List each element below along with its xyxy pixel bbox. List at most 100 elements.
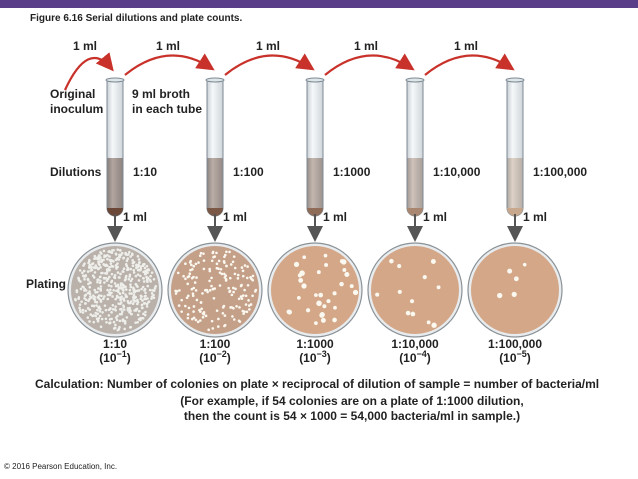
colony <box>150 295 154 298</box>
colony <box>324 262 329 267</box>
colony <box>135 266 138 270</box>
tube-rim <box>305 77 325 83</box>
colony <box>195 276 198 279</box>
colony <box>190 317 194 321</box>
colony <box>208 289 212 292</box>
colony <box>116 271 120 274</box>
colony <box>221 311 225 315</box>
colony <box>83 278 86 281</box>
colony <box>75 290 79 294</box>
colony <box>122 267 126 270</box>
colony <box>96 296 100 299</box>
colony <box>222 272 226 276</box>
colony <box>243 288 246 292</box>
colony <box>141 316 144 320</box>
colony <box>121 286 124 289</box>
colony <box>302 255 307 260</box>
power-close: ) <box>427 351 431 365</box>
colony <box>199 300 203 304</box>
colony <box>212 296 216 300</box>
colony <box>81 311 85 314</box>
tube-bottom <box>107 208 123 216</box>
colony <box>100 271 103 275</box>
copyright: © 2016 Pearson Education, Inc. <box>4 462 117 471</box>
tube-dilution: 1:10,000 <box>433 165 481 179</box>
colony <box>180 310 183 313</box>
colony <box>109 262 113 265</box>
tube-dilution: 1:10 <box>133 165 157 179</box>
colony <box>99 285 103 288</box>
colony <box>135 307 139 311</box>
colony <box>192 264 196 268</box>
colony <box>247 304 251 307</box>
colony <box>100 317 104 321</box>
colony <box>296 296 301 300</box>
transfer-label: 1 ml <box>454 39 478 53</box>
colony <box>146 284 150 288</box>
colony <box>121 270 125 273</box>
colony <box>242 312 245 315</box>
colony <box>132 286 135 290</box>
plate-power: (10−3) <box>299 349 331 365</box>
colony <box>240 297 244 300</box>
colony <box>210 259 214 263</box>
colony <box>125 259 129 263</box>
colony <box>190 276 194 280</box>
colony <box>108 255 111 258</box>
colony <box>131 302 135 306</box>
colony <box>84 274 87 278</box>
colony <box>117 302 120 305</box>
colony <box>123 319 127 323</box>
colony <box>133 309 136 312</box>
colony <box>200 307 203 311</box>
transfer-label: 1 ml <box>73 39 97 53</box>
colony <box>140 303 144 307</box>
colony <box>118 292 122 296</box>
colony <box>132 293 136 297</box>
colony <box>241 269 245 273</box>
plate-agar <box>371 246 459 334</box>
colony <box>120 310 124 314</box>
plate-dilution: 1:100 <box>200 337 231 351</box>
colony <box>105 320 108 324</box>
colony <box>122 256 125 260</box>
colony <box>213 255 217 258</box>
colony <box>87 261 90 265</box>
colony <box>87 278 90 282</box>
power-base: (10 <box>499 351 517 365</box>
colony <box>99 325 103 329</box>
colony <box>238 306 241 309</box>
colony <box>107 267 110 271</box>
colony <box>231 315 234 318</box>
inoculum-label: Original <box>50 87 95 101</box>
power-exponent: −4 <box>417 349 427 359</box>
colony <box>436 285 441 290</box>
colony <box>149 274 152 278</box>
power-exponent: −2 <box>217 349 227 359</box>
colony <box>197 261 200 264</box>
colony <box>248 308 251 311</box>
colony <box>201 315 205 319</box>
colony <box>125 316 129 319</box>
colony <box>150 292 154 295</box>
colony <box>109 259 113 263</box>
colony <box>86 270 90 273</box>
colony <box>93 271 97 274</box>
colony <box>133 299 137 303</box>
colony <box>142 312 145 316</box>
tube-bottom <box>207 208 223 216</box>
colony <box>247 299 250 302</box>
colony <box>202 267 206 271</box>
colony <box>238 320 242 323</box>
colony <box>215 251 218 255</box>
colony <box>91 262 95 265</box>
colony <box>120 301 123 304</box>
colony <box>225 264 228 268</box>
colony <box>210 319 214 323</box>
colony <box>223 323 227 327</box>
colony <box>128 292 132 295</box>
transfer-label: 1 ml <box>256 39 280 53</box>
plate-dilution: 1:10 <box>103 337 127 351</box>
colony <box>241 294 245 297</box>
colony <box>233 266 237 270</box>
